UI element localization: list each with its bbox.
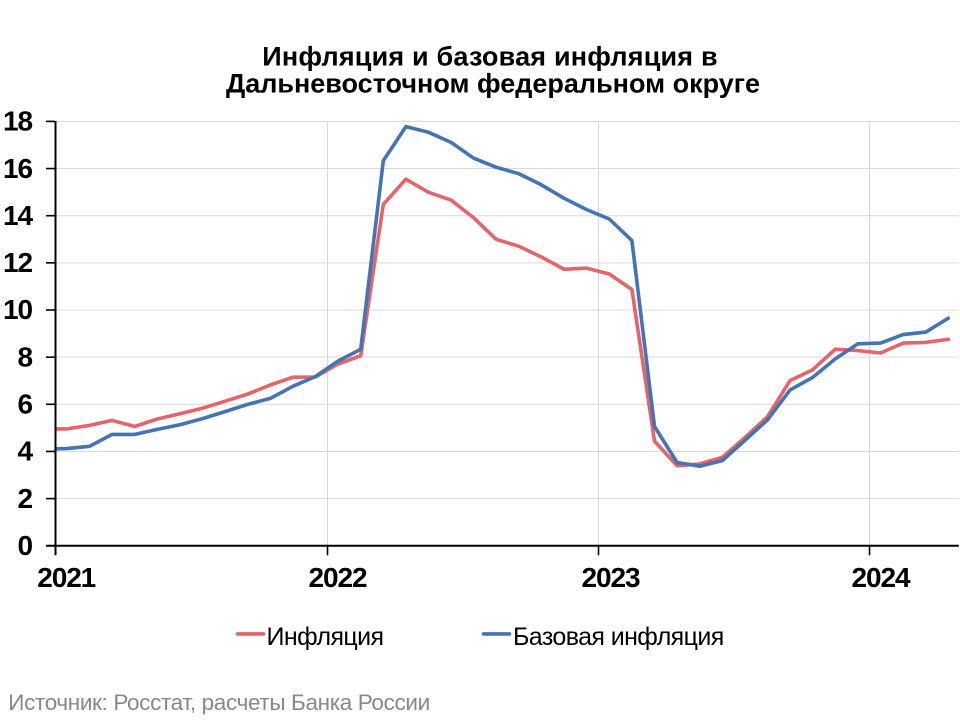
svg-text:12: 12 [3,247,32,278]
svg-text:8: 8 [18,341,33,372]
svg-text:6: 6 [18,389,33,420]
svg-text:2023: 2023 [582,562,640,593]
svg-text:2: 2 [18,483,33,514]
svg-text:Базовая инфляция: Базовая инфляция [513,623,724,651]
svg-text:0: 0 [18,530,33,561]
svg-text:14: 14 [3,200,33,231]
svg-text:Дальневосточном федеральном ок: Дальневосточном федеральном округе [226,69,760,99]
svg-text:4: 4 [18,436,34,467]
svg-text:2022: 2022 [309,562,367,593]
svg-text:16: 16 [3,153,32,184]
svg-text:18: 18 [3,106,32,137]
svg-text:10: 10 [3,294,32,325]
svg-text:Инфляция: Инфляция [267,623,384,651]
svg-text:2021: 2021 [37,562,95,593]
svg-text:Инфляция и базовая инфляция в: Инфляция и базовая инфляция в [262,41,718,71]
svg-text:Источник: Росстат, расчеты Бан: Источник: Росстат, расчеты Банка России [8,690,430,715]
svg-text:2024: 2024 [852,562,911,593]
